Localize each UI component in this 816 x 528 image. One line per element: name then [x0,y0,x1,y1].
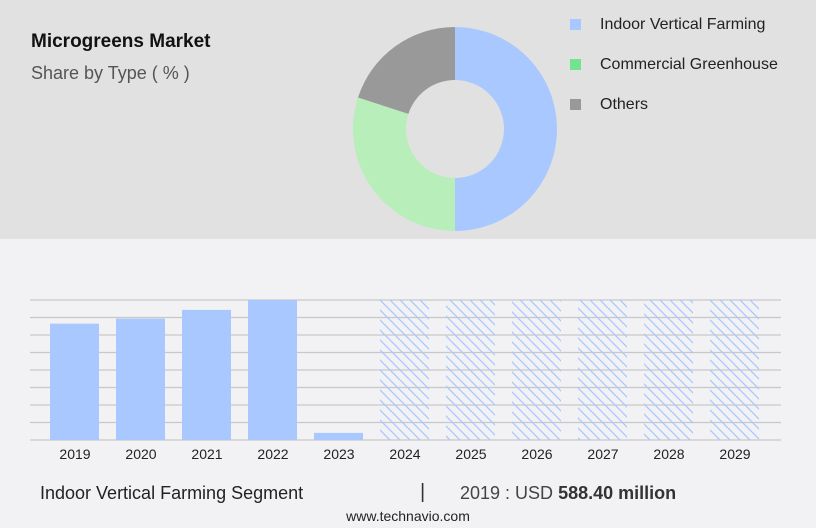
bar-2020 [116,318,165,440]
donut-slice [353,97,455,231]
segment-label: Indoor Vertical Farming Segment [40,483,304,503]
donut-slice [455,27,557,231]
x-tick-label: 2029 [719,446,751,462]
x-tick-label: 2019 [59,446,91,462]
donut-slice [357,27,455,114]
legend-swatch-icon [570,99,581,110]
x-tick-label: 2021 [191,446,223,462]
bar-2024 [380,300,429,440]
bar-2029 [710,300,759,440]
separator: | [420,481,426,503]
bar-2022 [248,300,297,440]
x-tick-label: 2028 [653,446,685,462]
chart-title: Microgreens Market [31,31,211,52]
x-tick-label: 2023 [323,446,355,462]
chart-subtitle: Share by Type ( % ) [31,63,190,83]
x-tick-label: 2024 [389,446,421,462]
bar-2023 [314,432,363,440]
legend-swatch-icon [570,19,581,30]
bar-2021 [182,309,231,440]
legend-label: Indoor Vertical Farming [600,16,766,33]
legend-label: Others [600,96,649,113]
bar-2025 [446,300,495,440]
x-tick-label: 2022 [257,446,289,462]
bar-2019 [50,323,99,440]
x-tick-label: 2020 [125,446,157,462]
donut-chart [353,27,557,231]
x-tick-label: 2025 [455,446,487,462]
x-tick-label: 2026 [521,446,553,462]
source-url: www.technavio.com [346,508,470,524]
bar-2028 [644,300,693,440]
segment-value: 2019 : USD 588.40 million [460,483,676,504]
legend-label: Commercial Greenhouse [600,56,778,73]
bar-2027 [578,300,627,440]
value-amount: 588.40 million [558,483,677,503]
bar-2026 [512,300,561,440]
legend-swatch-icon [570,59,581,70]
value-prefix: 2019 : USD [460,483,559,503]
x-tick-label: 2027 [587,446,619,462]
